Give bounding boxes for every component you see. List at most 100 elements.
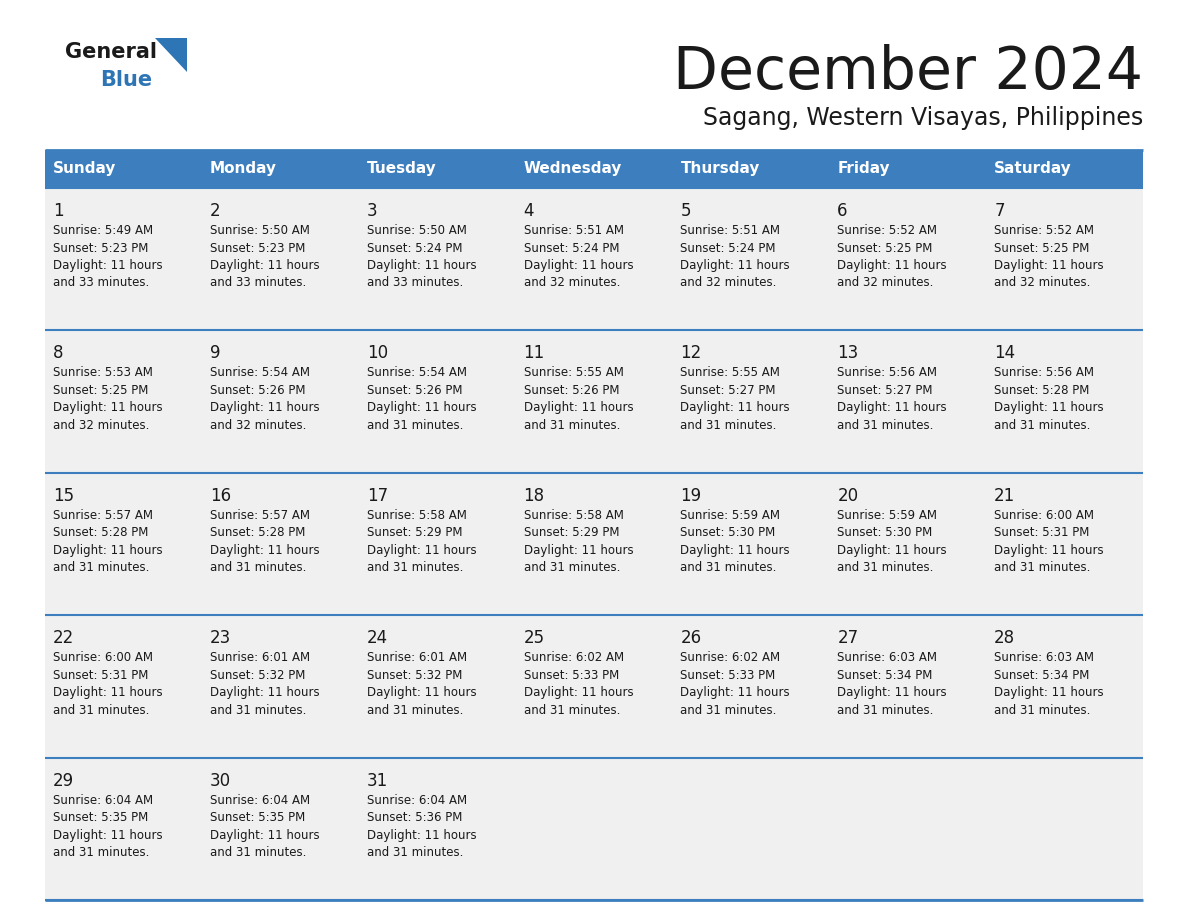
Text: 2: 2: [210, 202, 221, 220]
Text: Sunset: 5:32 PM: Sunset: 5:32 PM: [210, 668, 305, 682]
Text: 25: 25: [524, 629, 544, 647]
Text: 7: 7: [994, 202, 1005, 220]
Bar: [359, 615, 516, 757]
Text: and 32 minutes.: and 32 minutes.: [524, 276, 620, 289]
Text: Sunset: 5:30 PM: Sunset: 5:30 PM: [838, 526, 933, 539]
Text: Daylight: 11 hours: Daylight: 11 hours: [838, 259, 947, 272]
Text: Daylight: 11 hours: Daylight: 11 hours: [367, 543, 476, 557]
Text: 5: 5: [681, 202, 691, 220]
Bar: [986, 188, 1143, 330]
Text: 17: 17: [367, 487, 387, 505]
Text: and 32 minutes.: and 32 minutes.: [681, 276, 777, 289]
Text: Sunset: 5:34 PM: Sunset: 5:34 PM: [994, 668, 1089, 682]
Text: Daylight: 11 hours: Daylight: 11 hours: [524, 401, 633, 414]
Text: Daylight: 11 hours: Daylight: 11 hours: [53, 829, 163, 842]
Text: 22: 22: [53, 629, 74, 647]
Text: Sagang, Western Visayas, Philippines: Sagang, Western Visayas, Philippines: [703, 106, 1143, 130]
Text: 31: 31: [367, 772, 388, 789]
Text: and 31 minutes.: and 31 minutes.: [210, 846, 307, 859]
Text: Daylight: 11 hours: Daylight: 11 hours: [210, 259, 320, 272]
Text: Sunrise: 5:59 AM: Sunrise: 5:59 AM: [681, 509, 781, 521]
Text: and 31 minutes.: and 31 minutes.: [367, 704, 463, 717]
Text: and 33 minutes.: and 33 minutes.: [367, 276, 463, 289]
Text: Daylight: 11 hours: Daylight: 11 hours: [681, 401, 790, 414]
Bar: [202, 150, 359, 188]
Bar: [672, 150, 829, 188]
Text: Daylight: 11 hours: Daylight: 11 hours: [838, 543, 947, 557]
Text: Thursday: Thursday: [681, 162, 760, 176]
Text: and 33 minutes.: and 33 minutes.: [210, 276, 307, 289]
Text: and 33 minutes.: and 33 minutes.: [53, 276, 150, 289]
Text: Sunrise: 5:56 AM: Sunrise: 5:56 AM: [994, 366, 1094, 379]
Text: 9: 9: [210, 344, 220, 363]
Text: 26: 26: [681, 629, 702, 647]
Text: and 31 minutes.: and 31 minutes.: [681, 419, 777, 431]
Text: Sunrise: 5:55 AM: Sunrise: 5:55 AM: [681, 366, 781, 379]
Text: and 31 minutes.: and 31 minutes.: [524, 704, 620, 717]
Text: Sunrise: 5:51 AM: Sunrise: 5:51 AM: [681, 224, 781, 237]
Bar: [516, 330, 672, 473]
Bar: [359, 150, 516, 188]
Bar: [45, 150, 202, 188]
Text: 14: 14: [994, 344, 1016, 363]
Text: and 32 minutes.: and 32 minutes.: [210, 419, 307, 431]
Text: Sunset: 5:31 PM: Sunset: 5:31 PM: [994, 526, 1089, 539]
Text: Sunset: 5:25 PM: Sunset: 5:25 PM: [838, 241, 933, 254]
Text: 12: 12: [681, 344, 702, 363]
Text: Daylight: 11 hours: Daylight: 11 hours: [524, 543, 633, 557]
Text: Sunrise: 6:03 AM: Sunrise: 6:03 AM: [838, 651, 937, 665]
Text: Sunset: 5:36 PM: Sunset: 5:36 PM: [367, 812, 462, 824]
Text: Daylight: 11 hours: Daylight: 11 hours: [681, 686, 790, 700]
Text: Daylight: 11 hours: Daylight: 11 hours: [838, 686, 947, 700]
Text: Daylight: 11 hours: Daylight: 11 hours: [681, 543, 790, 557]
Text: Sunset: 5:25 PM: Sunset: 5:25 PM: [53, 384, 148, 397]
Text: Sunset: 5:34 PM: Sunset: 5:34 PM: [838, 668, 933, 682]
Text: Daylight: 11 hours: Daylight: 11 hours: [367, 259, 476, 272]
Bar: [45, 757, 202, 900]
Text: Sunset: 5:35 PM: Sunset: 5:35 PM: [53, 812, 148, 824]
Text: Sunrise: 5:49 AM: Sunrise: 5:49 AM: [53, 224, 153, 237]
Text: and 31 minutes.: and 31 minutes.: [994, 419, 1091, 431]
Text: Daylight: 11 hours: Daylight: 11 hours: [994, 401, 1104, 414]
Text: Sunrise: 5:57 AM: Sunrise: 5:57 AM: [210, 509, 310, 521]
Text: Sunset: 5:26 PM: Sunset: 5:26 PM: [367, 384, 462, 397]
Text: Sunset: 5:27 PM: Sunset: 5:27 PM: [681, 384, 776, 397]
Bar: [359, 188, 516, 330]
Text: and 32 minutes.: and 32 minutes.: [838, 276, 934, 289]
Text: and 31 minutes.: and 31 minutes.: [53, 704, 150, 717]
Text: 4: 4: [524, 202, 535, 220]
Text: Sunrise: 5:51 AM: Sunrise: 5:51 AM: [524, 224, 624, 237]
Bar: [672, 188, 829, 330]
Text: Daylight: 11 hours: Daylight: 11 hours: [210, 401, 320, 414]
Text: and 31 minutes.: and 31 minutes.: [367, 561, 463, 575]
Text: 1: 1: [53, 202, 64, 220]
Text: and 31 minutes.: and 31 minutes.: [838, 419, 934, 431]
Text: 27: 27: [838, 629, 859, 647]
Text: and 31 minutes.: and 31 minutes.: [210, 561, 307, 575]
Text: Sunrise: 5:52 AM: Sunrise: 5:52 AM: [838, 224, 937, 237]
Text: and 31 minutes.: and 31 minutes.: [53, 561, 150, 575]
Text: 28: 28: [994, 629, 1016, 647]
Text: Sunset: 5:25 PM: Sunset: 5:25 PM: [994, 241, 1089, 254]
Text: Sunrise: 6:00 AM: Sunrise: 6:00 AM: [53, 651, 153, 665]
Text: 23: 23: [210, 629, 232, 647]
Text: 19: 19: [681, 487, 702, 505]
Bar: [516, 150, 672, 188]
Text: Sunset: 5:30 PM: Sunset: 5:30 PM: [681, 526, 776, 539]
Text: Monday: Monday: [210, 162, 277, 176]
Text: Sunset: 5:29 PM: Sunset: 5:29 PM: [367, 526, 462, 539]
Bar: [829, 615, 986, 757]
Bar: [516, 615, 672, 757]
Bar: [829, 150, 986, 188]
Text: and 31 minutes.: and 31 minutes.: [524, 419, 620, 431]
Text: and 31 minutes.: and 31 minutes.: [53, 846, 150, 859]
Text: and 31 minutes.: and 31 minutes.: [994, 704, 1091, 717]
Bar: [202, 757, 359, 900]
Bar: [829, 330, 986, 473]
Bar: [516, 188, 672, 330]
Text: 11: 11: [524, 344, 545, 363]
Text: Daylight: 11 hours: Daylight: 11 hours: [524, 686, 633, 700]
Text: Daylight: 11 hours: Daylight: 11 hours: [524, 259, 633, 272]
Text: Daylight: 11 hours: Daylight: 11 hours: [367, 829, 476, 842]
Text: Sunrise: 5:52 AM: Sunrise: 5:52 AM: [994, 224, 1094, 237]
